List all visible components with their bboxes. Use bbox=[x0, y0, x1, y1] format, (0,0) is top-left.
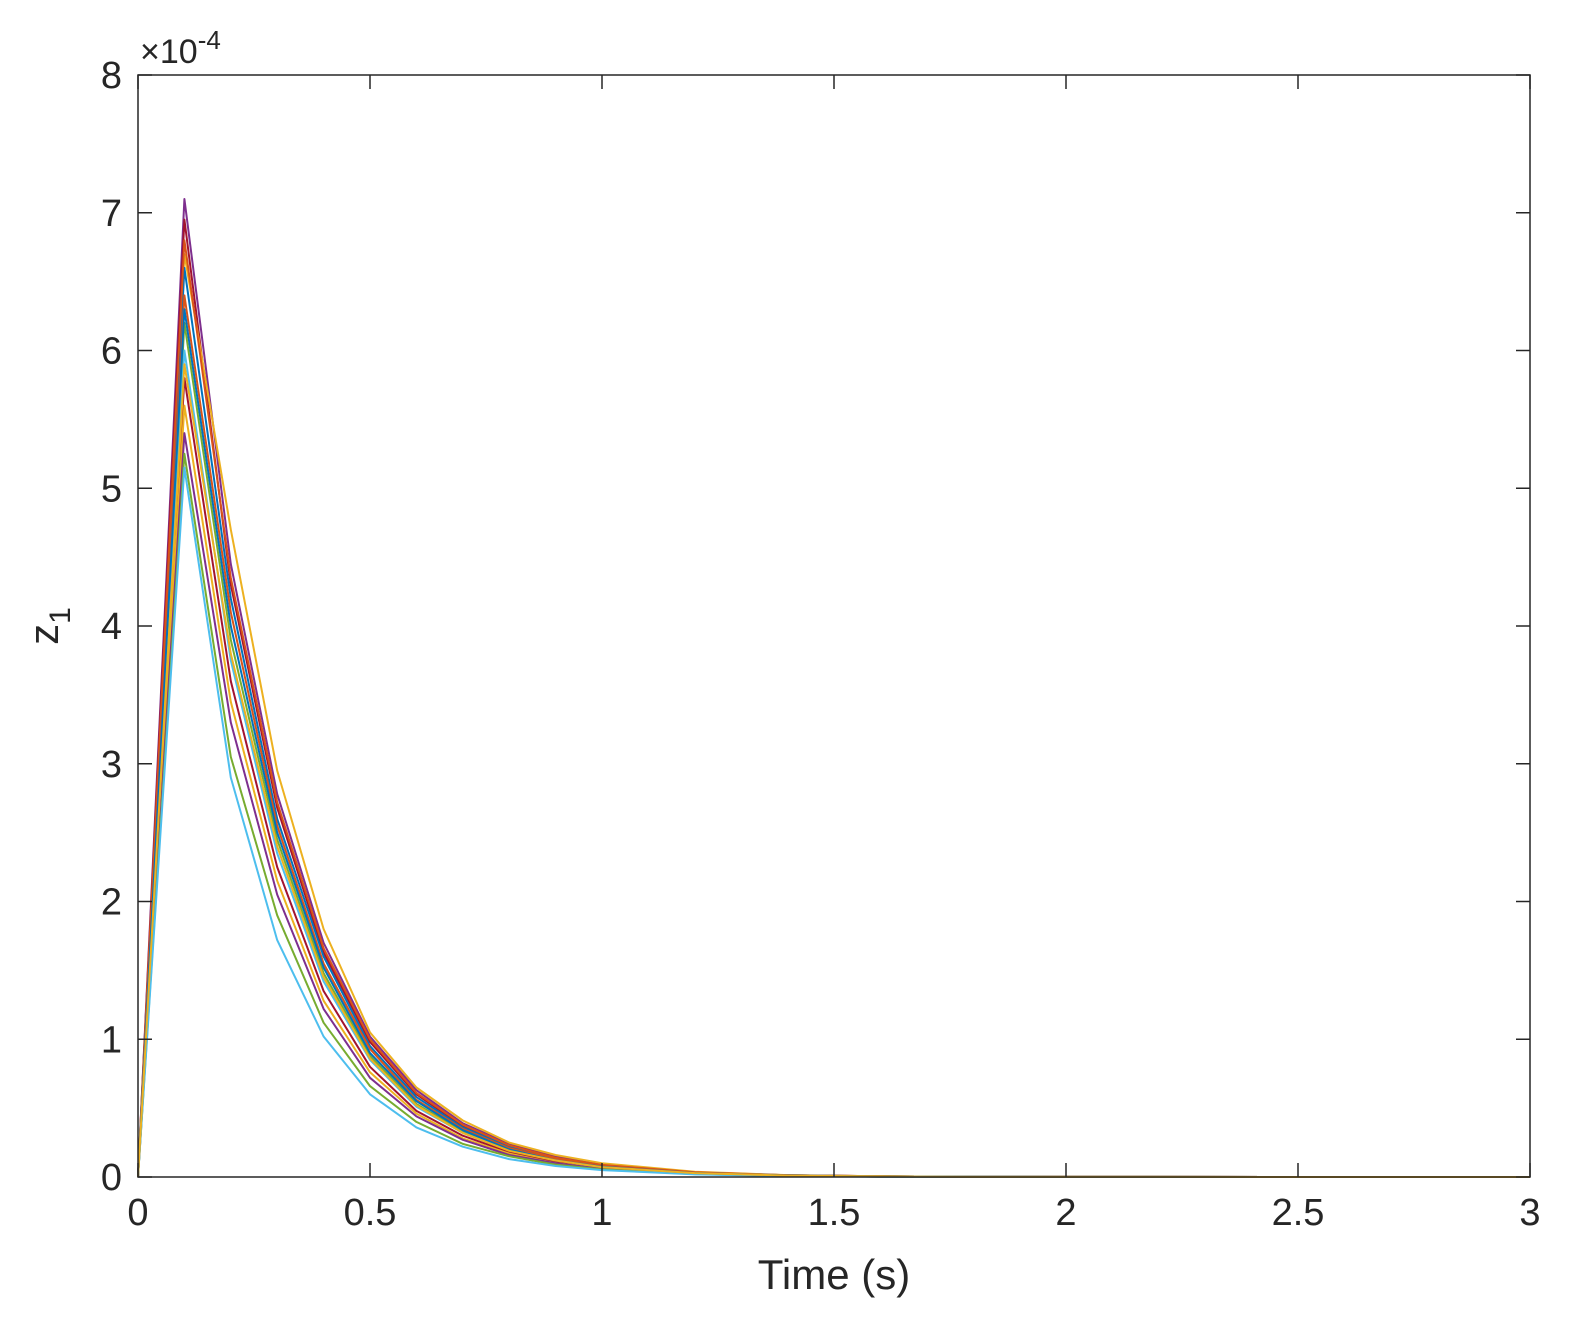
x-tick-label: 1.5 bbox=[808, 1192, 861, 1234]
y-tick-label: 5 bbox=[101, 468, 122, 510]
x-tick-label: 3 bbox=[1519, 1192, 1540, 1234]
y-tick-label: 4 bbox=[101, 606, 122, 648]
y-tick-label: 7 bbox=[101, 193, 122, 235]
x-tick-label: 1 bbox=[591, 1192, 612, 1234]
y-tick-label: 1 bbox=[101, 1019, 122, 1061]
x-tick-label: 2.5 bbox=[1272, 1192, 1325, 1234]
y-tick-label: 3 bbox=[101, 744, 122, 786]
y-axis-label-main: z bbox=[20, 624, 67, 645]
x-tick-label: 0 bbox=[127, 1192, 148, 1234]
ticks-layer: 0 0.5 1 1.5 2 2.5 3 0 1 2 3 4 5 6 7 8 bbox=[101, 55, 1541, 1234]
y-axis-label-subscript: 1 bbox=[44, 607, 77, 624]
y-axis-label: z1 bbox=[20, 607, 77, 645]
y-tick-label: 2 bbox=[101, 882, 122, 924]
y-tick-label: 6 bbox=[101, 331, 122, 373]
x-tick-label: 2 bbox=[1055, 1192, 1076, 1234]
y-axis-exponent-power: -4 bbox=[198, 25, 221, 55]
y-axis-exponent-base: ×10 bbox=[140, 33, 198, 71]
x-axis-label: Time (s) bbox=[758, 1251, 910, 1298]
y-tick-label: 8 bbox=[101, 55, 122, 97]
y-axis-exponent: ×10-4 bbox=[140, 25, 221, 71]
y-tick-label: 0 bbox=[101, 1157, 122, 1199]
x-tick-label: 0.5 bbox=[344, 1192, 397, 1234]
